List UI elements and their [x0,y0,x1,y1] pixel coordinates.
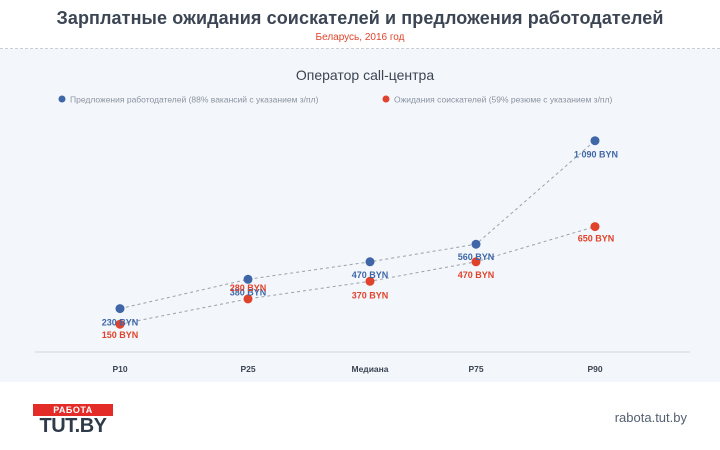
employers-data-label: 380 BYN [230,287,267,297]
logo-top-text: РАБОТА [33,404,113,416]
data-labels: 230 BYN 380 BYN 470 BYN 560 BYN 1 090 BYN 150… [102,150,618,341]
chart-panel: Оператор call-центра Предложения работод… [0,49,720,382]
jobseekers-data-label: 650 BYN [578,234,615,244]
employers-point [471,239,481,249]
site-link[interactable]: rabota.tut.by [614,410,687,425]
x-tick-label: P75 [468,364,483,374]
footer [0,382,720,450]
employers-data-label: 1 090 BYN [574,150,618,160]
employers-point [365,257,375,267]
jobseekers-data-label: 280 BYN [230,283,267,293]
series-points [115,136,600,329]
chart-legend: Предложения работодателей (88% вакансий … [58,95,612,105]
chart-title: Оператор call-центра [296,67,434,83]
page-title: Зарплатные ожидания соискателей и предло… [56,8,664,28]
jobseekers-data-label: 370 BYN [352,290,389,300]
x-axis-ticks: P10 P25 Медиана P75 P90 [112,364,602,374]
legend-label-employers: Предложения работодателей (88% вакансий … [70,95,319,105]
employers-point [243,274,253,284]
x-tick-label: P25 [240,364,255,374]
rabota-tutby-logo[interactable]: РАБОТА TUT.BY [33,404,113,436]
jobseekers-point [590,222,600,232]
header-divider [0,48,720,49]
x-tick-label: P90 [587,364,602,374]
x-tick-label: P10 [112,364,127,374]
legend-label-jobseekers: Ожидания соискателей (59% резюме с указа… [394,95,612,105]
jobseekers-point [471,257,481,267]
jobseekers-point [115,319,125,329]
header: Зарплатные ожидания соискателей и предло… [0,0,720,48]
employers-data-label: 470 BYN [352,270,389,280]
page-subtitle: Беларусь, 2016 год [315,32,405,43]
employers-data-label: 230 BYN [102,318,139,328]
jobseekers-point [243,294,253,304]
logo-bottom-text: TUT.BY [39,415,108,437]
legend-marker-employers [58,95,66,103]
employers-data-label: 560 BYN [458,252,495,262]
salary-chart: Оператор call-центра Предложения работод… [35,67,690,374]
legend-marker-jobseekers [382,95,390,103]
jobseekers-point [365,276,375,286]
employers-point [590,136,600,146]
jobseekers-data-label: 150 BYN [102,330,139,340]
employers-point [115,304,125,314]
jobseekers-data-label: 470 BYN [458,270,495,280]
x-tick-label: Медиана [351,364,388,374]
